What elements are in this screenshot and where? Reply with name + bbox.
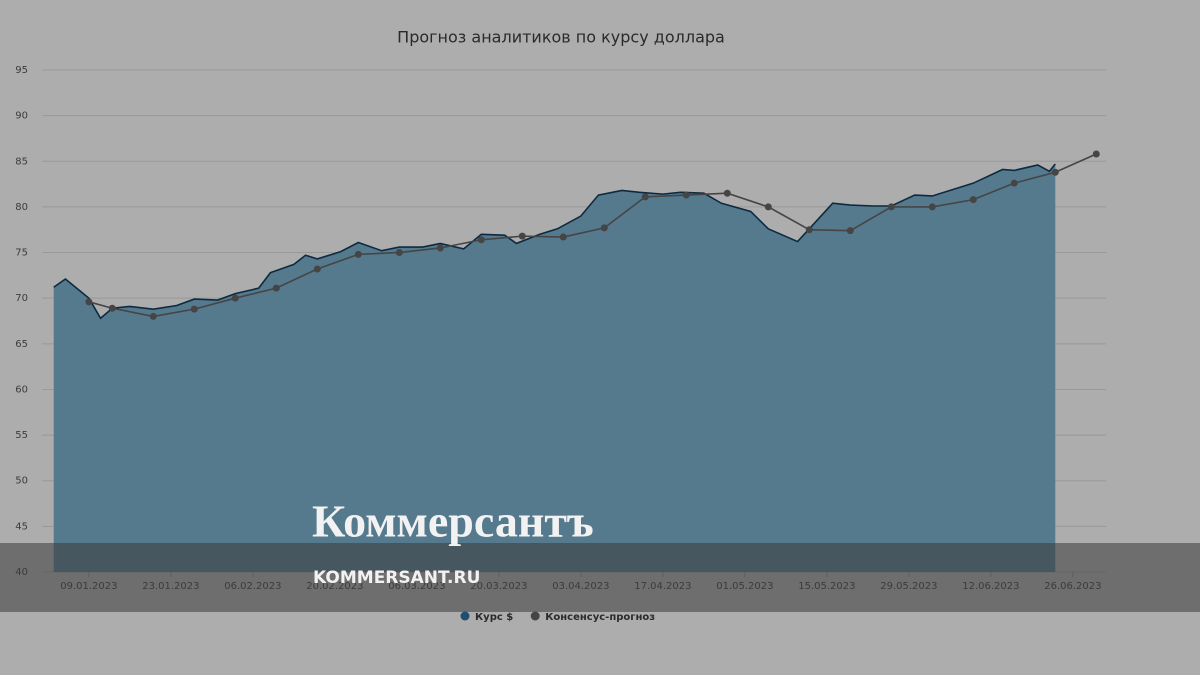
legend-marker — [460, 611, 470, 621]
y-tick-label: 65 — [15, 339, 28, 350]
y-tick-label: 55 — [15, 430, 28, 441]
series-line — [88, 153, 1097, 318]
point — [149, 312, 157, 320]
legend-label: Консенсус-прогноз — [545, 612, 655, 623]
point — [477, 236, 485, 244]
point — [723, 189, 731, 197]
point — [559, 233, 567, 241]
y-tick-label: 50 — [15, 476, 28, 487]
point — [313, 265, 321, 273]
point — [231, 294, 239, 302]
point — [887, 203, 895, 211]
point — [395, 249, 403, 257]
point — [436, 244, 444, 252]
point — [354, 250, 362, 258]
point — [805, 226, 813, 234]
y-tick-label: 80 — [15, 202, 28, 213]
point — [846, 227, 854, 235]
y-tick-label: 60 — [15, 384, 28, 395]
area-fill — [53, 164, 1056, 572]
point — [85, 298, 93, 306]
watermark-logo: Коммерсантъ — [312, 496, 594, 547]
point — [272, 284, 280, 292]
y-tick-label: 95 — [15, 65, 28, 76]
point — [1092, 150, 1100, 158]
point — [641, 193, 649, 201]
y-tick-label: 90 — [15, 111, 28, 122]
point — [969, 196, 977, 204]
legend-marker — [530, 611, 540, 621]
y-tick-label: 70 — [15, 293, 28, 304]
chart-title: Прогноз аналитиков по курсу доллара — [397, 28, 725, 47]
watermark-band — [0, 543, 1200, 612]
point — [190, 305, 198, 313]
point — [928, 203, 936, 211]
y-tick-label: 45 — [15, 521, 28, 532]
point — [764, 203, 772, 211]
point — [518, 232, 526, 240]
y-tick-label: 75 — [15, 248, 28, 259]
legend-label: Курс $ — [475, 612, 513, 623]
point — [1051, 168, 1059, 176]
point — [600, 224, 608, 232]
watermark-url: KOMMERSANT.RU — [313, 568, 480, 588]
point — [1010, 179, 1018, 187]
point — [108, 304, 116, 312]
y-tick-label: 85 — [15, 156, 28, 167]
series-line — [53, 163, 1056, 320]
point — [682, 191, 690, 199]
